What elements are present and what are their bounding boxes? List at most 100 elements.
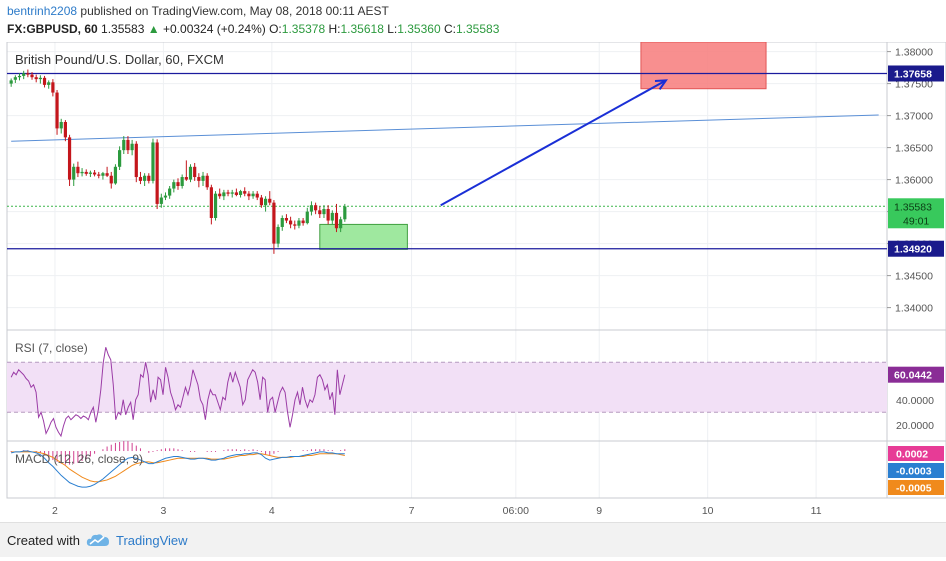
candle-body bbox=[339, 219, 343, 229]
candle-body bbox=[13, 77, 17, 80]
macd-value-label-bg bbox=[888, 480, 944, 495]
candle-body bbox=[109, 175, 113, 184]
price-tick-label: 1.34500 bbox=[895, 271, 933, 283]
rsi-value-label: 60.0442 bbox=[894, 370, 932, 382]
candle-body bbox=[326, 209, 330, 221]
candle-body bbox=[97, 174, 101, 176]
candle-body bbox=[188, 166, 193, 180]
candle-body bbox=[318, 210, 322, 215]
price-tick-label: 1.36500 bbox=[895, 143, 933, 155]
username-link[interactable]: bentrinh2208 bbox=[7, 4, 78, 18]
macd-title: MACD (12, 26, close, 9) bbox=[15, 452, 143, 466]
rsi-band-fill bbox=[7, 362, 887, 413]
candle-body bbox=[34, 77, 38, 80]
change-up-icon: ▲ bbox=[147, 22, 160, 36]
candle-body bbox=[63, 122, 67, 138]
candle-body bbox=[289, 220, 293, 225]
candle-body bbox=[47, 82, 51, 85]
candle-body bbox=[209, 187, 213, 218]
candle-body bbox=[105, 173, 109, 176]
time-tick-label: 4 bbox=[269, 505, 275, 517]
macd-value-label: -0.0005 bbox=[896, 483, 932, 495]
macd-value-label-bg bbox=[888, 463, 944, 478]
candle-body bbox=[243, 191, 247, 194]
high-value: 1.35618 bbox=[340, 22, 384, 36]
candle-body bbox=[180, 177, 184, 186]
symbol-interval[interactable]: FX:GBPUSD, 60 bbox=[7, 22, 98, 36]
price-tick-label: 1.36000 bbox=[895, 175, 933, 187]
candle-body bbox=[263, 198, 268, 206]
candle-body bbox=[101, 173, 105, 176]
chart-frame bbox=[6, 41, 946, 499]
level-price-label-bg bbox=[888, 240, 944, 257]
candle-body bbox=[222, 192, 226, 197]
candle-body bbox=[309, 205, 314, 212]
candle-body bbox=[297, 220, 301, 226]
candle-body bbox=[276, 226, 280, 244]
candle-body bbox=[168, 188, 172, 196]
candle-body bbox=[138, 177, 143, 181]
candle-body bbox=[80, 171, 84, 174]
candle-body bbox=[230, 192, 234, 194]
support-zone bbox=[319, 223, 408, 250]
close-value: 1.35583 bbox=[455, 22, 500, 36]
macd-value-label: -0.0003 bbox=[896, 466, 932, 478]
candle-body bbox=[9, 80, 13, 84]
publish-text: published on TradingView.com, May 08, 20… bbox=[77, 4, 389, 18]
candle-body bbox=[134, 143, 138, 178]
macd-value-label: 0.0002 bbox=[896, 449, 928, 461]
candle-body bbox=[55, 92, 59, 129]
candle-body bbox=[159, 197, 163, 204]
candle-body bbox=[26, 73, 30, 75]
candle-body bbox=[238, 191, 243, 195]
rsi-value-label-bg bbox=[888, 366, 944, 383]
candle-body bbox=[284, 218, 289, 221]
candle-body bbox=[72, 166, 76, 180]
candle-body bbox=[122, 139, 126, 151]
time-tick-label: 9 bbox=[596, 505, 602, 517]
level-price-label-bg bbox=[888, 65, 944, 82]
candle-body bbox=[147, 175, 151, 181]
candle-body bbox=[30, 74, 34, 78]
time-tick-label: 2 bbox=[52, 505, 58, 517]
candle-body bbox=[314, 205, 318, 211]
candle-body bbox=[143, 175, 147, 181]
candle-body bbox=[17, 75, 22, 78]
candle-body bbox=[259, 197, 264, 206]
bar-countdown-label: 49:01 bbox=[903, 215, 929, 227]
candle-body bbox=[42, 77, 47, 85]
publish-line: bentrinh2208 published on TradingView.co… bbox=[7, 4, 389, 18]
candle-body bbox=[251, 193, 255, 197]
open-label: O: bbox=[269, 22, 282, 36]
projection-arrow bbox=[440, 79, 667, 207]
price-tick-label: 1.38000 bbox=[895, 47, 933, 59]
high-label: H: bbox=[328, 22, 341, 36]
current-price-label-bg bbox=[888, 198, 944, 229]
level-price-label: 1.37658 bbox=[894, 68, 932, 80]
rsi-tick-label: 40.0000 bbox=[896, 395, 934, 407]
header: bentrinh2208 published on TradingView.co… bbox=[0, 0, 946, 42]
rsi-title: RSI (7, close) bbox=[15, 341, 88, 355]
candle-body bbox=[197, 177, 201, 181]
trendline bbox=[11, 114, 879, 142]
low-value: 1.35360 bbox=[397, 22, 441, 36]
macd-line bbox=[11, 450, 345, 488]
level-price-label: 1.34920 bbox=[894, 244, 932, 256]
candle-body bbox=[59, 122, 63, 129]
created-with-text: Created with bbox=[7, 533, 80, 548]
time-tick-label: 11 bbox=[811, 505, 822, 517]
cloud-logo-icon bbox=[86, 534, 109, 546]
candle-body bbox=[280, 218, 284, 227]
price-tick-label: 1.34000 bbox=[895, 303, 933, 315]
current-price-label: 1.35583 bbox=[894, 201, 932, 213]
price-tick-label: 1.37500 bbox=[895, 79, 933, 91]
projection-arrowhead-icon bbox=[654, 79, 668, 90]
candle-body bbox=[218, 193, 222, 197]
candle-body bbox=[184, 177, 188, 180]
candle-body bbox=[155, 142, 159, 204]
macd-value-label-bg bbox=[888, 446, 944, 461]
tradingview-logo-link[interactable]: TradingView bbox=[86, 530, 188, 550]
candle-body bbox=[67, 137, 72, 180]
